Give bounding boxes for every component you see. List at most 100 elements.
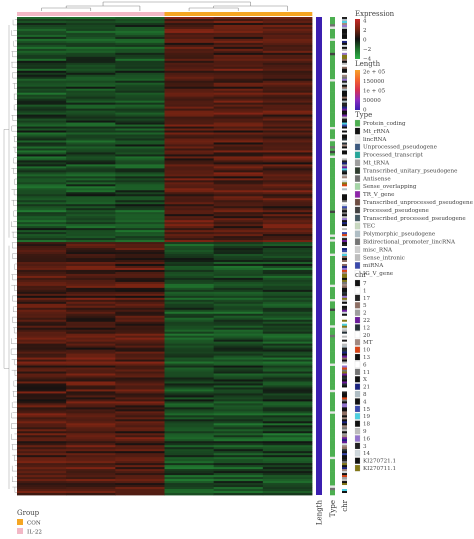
chr-annotation-cell [342, 485, 347, 488]
heatmap-cell [213, 168, 264, 171]
chr-legend-label: 11 [363, 370, 370, 376]
heatmap-cell [17, 42, 67, 46]
heatmap-cell [262, 473, 313, 476]
chr-annotation-cell [342, 100, 347, 103]
type-legend-label: TR_V_gene [363, 192, 395, 198]
heatmap-cell [17, 393, 67, 396]
type-annotation-cell [330, 100, 335, 104]
chr-annotation-cell [342, 347, 347, 350]
heatmap-cell [164, 485, 215, 488]
heatmap-cell [115, 156, 165, 159]
chr-annotation-cell [342, 176, 347, 179]
heatmap-cell [262, 42, 313, 46]
chr-annotation-cell [342, 46, 347, 50]
heatmap-cell [164, 365, 215, 368]
heatmap-cell [262, 202, 313, 205]
heatmap-cell [164, 206, 215, 209]
heatmap-cell [66, 44, 116, 48]
chr-annotation-cell [342, 309, 347, 313]
type-annotation-cell [330, 473, 335, 477]
chr-annotation-cell [342, 307, 347, 311]
type-legend-label: Polymorphic_pseudogene [363, 232, 436, 238]
chr-legend-label: 13 [363, 355, 371, 361]
heatmap-cell [164, 186, 215, 189]
chr-legend-swatch [354, 346, 361, 353]
heatmap-cell [17, 385, 67, 388]
heatmap-cell [17, 126, 67, 129]
heatmap-cell [262, 269, 313, 273]
chr-annotation-cell [342, 84, 347, 88]
type-annotation-cell [330, 234, 335, 238]
heatmap-cell [262, 487, 313, 490]
heatmap-cell [164, 289, 215, 293]
chr-annotation-cell [342, 236, 347, 239]
chr-annotation-cell [342, 48, 347, 52]
heatmap-cell [262, 122, 313, 125]
heatmap-cell [66, 293, 116, 297]
heatmap-cell [164, 252, 215, 255]
heatmap-cell [164, 46, 215, 50]
chr-annotation-cell [342, 44, 347, 48]
heatmap-cell [164, 128, 215, 131]
heatmap-cell [262, 144, 313, 147]
chr-annotation-cell [342, 493, 347, 496]
type-annotation-cell [330, 117, 335, 121]
chr-annotation-cell [342, 399, 347, 402]
chr-annotation-cell [342, 437, 347, 440]
chr-annotation-cell [342, 142, 347, 145]
heatmap-cell [115, 415, 165, 418]
heatmap-cell [115, 186, 165, 189]
type-annotation-cell [330, 81, 335, 85]
heatmap-cell [164, 36, 215, 40]
heatmap-cell [66, 389, 116, 392]
chr-annotation-cell [342, 393, 347, 396]
heatmap-cell [17, 327, 67, 331]
heatmap-cell [262, 461, 313, 464]
heatmap-cell [213, 36, 264, 40]
heatmap-cell [115, 230, 165, 233]
heatmap-cell [115, 60, 165, 64]
heatmap-cell [262, 184, 313, 187]
type-legend-swatch [354, 151, 361, 159]
heatmap-cell [17, 263, 67, 267]
type-legend-swatch [354, 262, 361, 269]
heatmap-cell [66, 415, 116, 418]
heatmap-cell [115, 413, 165, 416]
heatmap-cell [164, 329, 215, 333]
heatmap-cell [164, 333, 215, 337]
heatmap-cell [115, 190, 165, 193]
heatmap-cell [213, 275, 264, 279]
heatmap-cell [262, 230, 313, 233]
heatmap-cell [17, 28, 67, 32]
heatmap-cell [164, 295, 215, 299]
heatmap-cell [17, 371, 67, 374]
type-annotation-cell [330, 330, 335, 333]
chr-annotation-cell [342, 313, 347, 317]
heatmap-cell [115, 42, 165, 46]
heatmap-cell [17, 184, 67, 187]
heatmap-cell [115, 465, 165, 468]
heatmap-cell [213, 347, 264, 351]
chr-annotation-cell [342, 325, 347, 328]
chr-annotation-cell [342, 317, 347, 321]
type-annotation-cell [330, 334, 335, 338]
type-legend-swatch [354, 167, 361, 174]
chr-annotation-cell [342, 250, 347, 253]
heatmap-cell [66, 331, 116, 335]
length-tick: 150000 [363, 79, 385, 85]
chr-annotation-cell [342, 220, 347, 223]
annotation-label: chr [341, 499, 349, 511]
chr-legend-label: 6 [363, 362, 367, 368]
heatmap-cell [17, 94, 67, 98]
heatmap-cell [164, 337, 215, 341]
heatmap-cell [213, 437, 264, 440]
heatmap-cell [115, 339, 165, 343]
chr-annotation-cell [342, 204, 347, 207]
heatmap-cell [115, 234, 165, 237]
type-legend-swatch [354, 246, 361, 253]
heatmap-cell [115, 439, 165, 442]
heatmap-cell [164, 493, 215, 496]
heatmap-cell [66, 52, 116, 56]
heatmap-cell [164, 42, 215, 46]
heatmap-cell [164, 443, 215, 446]
